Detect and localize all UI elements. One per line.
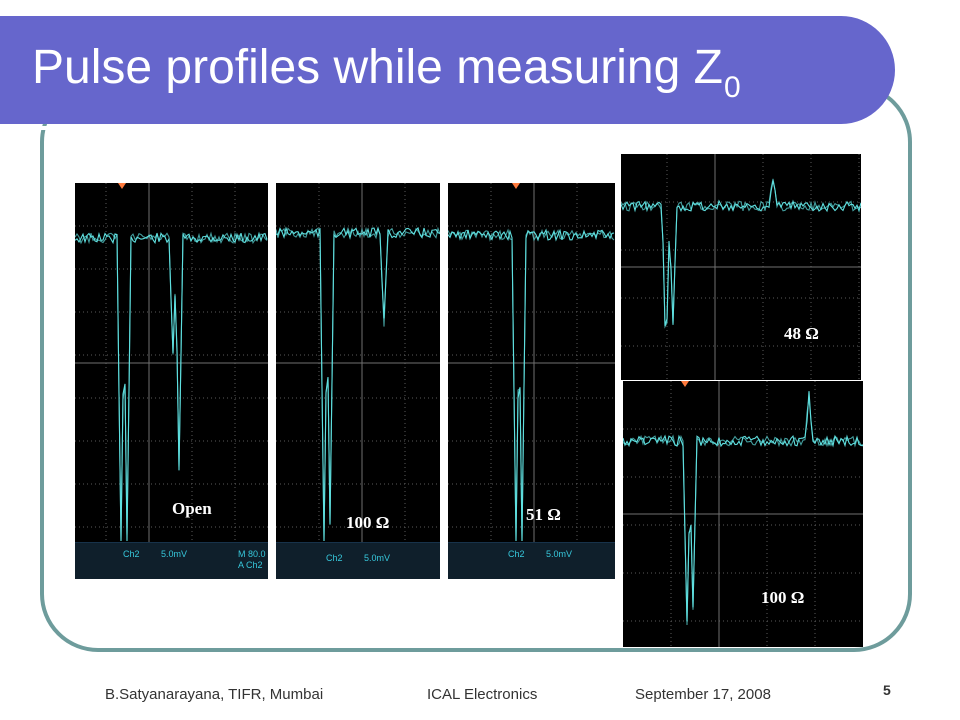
scope-status-bar: Ch2 5.0mV M 80.0 A Ch2 <box>75 542 268 579</box>
scope-trace-48-ohm <box>621 154 861 380</box>
scope-trace-51-ohm <box>448 183 615 543</box>
scope-label-48-ohm: 48 Ω <box>784 324 819 343</box>
status-channel: Ch2 <box>326 553 343 563</box>
slide-title-subscript: 0 <box>723 71 741 104</box>
scope-screenshot-open: Open Ch2 5.0mV M 80.0 A Ch2 <box>75 183 268 579</box>
scope-status-bar: Ch2 5.0mV <box>276 542 440 579</box>
footer-date: September 17, 2008 <box>635 686 771 703</box>
scope-label-100-ohm: 100 Ω <box>346 513 390 532</box>
scope-screenshot-48-ohm: 48 Ω <box>621 154 861 380</box>
footer-event: ICAL Electronics <box>427 686 538 703</box>
slide-title: Pulse profiles while measuring Z0 <box>32 36 741 106</box>
scope-screenshot-100-ohm-second: 100 Ω <box>623 381 863 647</box>
status-scale: 5.0mV <box>546 549 573 559</box>
scope-status-bar: Ch2 5.0mV <box>448 542 615 579</box>
slide-title-text: Pulse profiles while measuring Z <box>32 41 723 94</box>
status-timebase: M 80.0 <box>238 549 266 559</box>
status-channel: Ch2 <box>123 549 140 559</box>
scope-screenshot-100-ohm: 100 Ω Ch2 5.0mV <box>276 183 440 579</box>
title-underline <box>0 126 850 130</box>
status-channel: Ch2 <box>508 549 525 559</box>
scope-label-100-ohm-second: 100 Ω <box>761 588 805 607</box>
status-trigger: A Ch2 <box>238 560 263 570</box>
status-scale: 5.0mV <box>364 553 391 563</box>
scope-label-open: Open <box>172 499 212 518</box>
title-bar <box>0 16 895 124</box>
scope-trace-open <box>75 183 268 543</box>
slide-number: 5 <box>883 682 891 698</box>
scope-screenshot-51-ohm: 51 Ω Ch2 5.0mV <box>448 183 615 579</box>
status-scale: 5.0mV <box>161 549 188 559</box>
scope-trace-100-ohm <box>276 183 440 543</box>
scope-trace-100-ohm-second <box>623 381 863 647</box>
footer-author: B.Satyanarayana, TIFR, Mumbai <box>105 686 324 703</box>
scope-label-51-ohm: 51 Ω <box>526 505 561 524</box>
